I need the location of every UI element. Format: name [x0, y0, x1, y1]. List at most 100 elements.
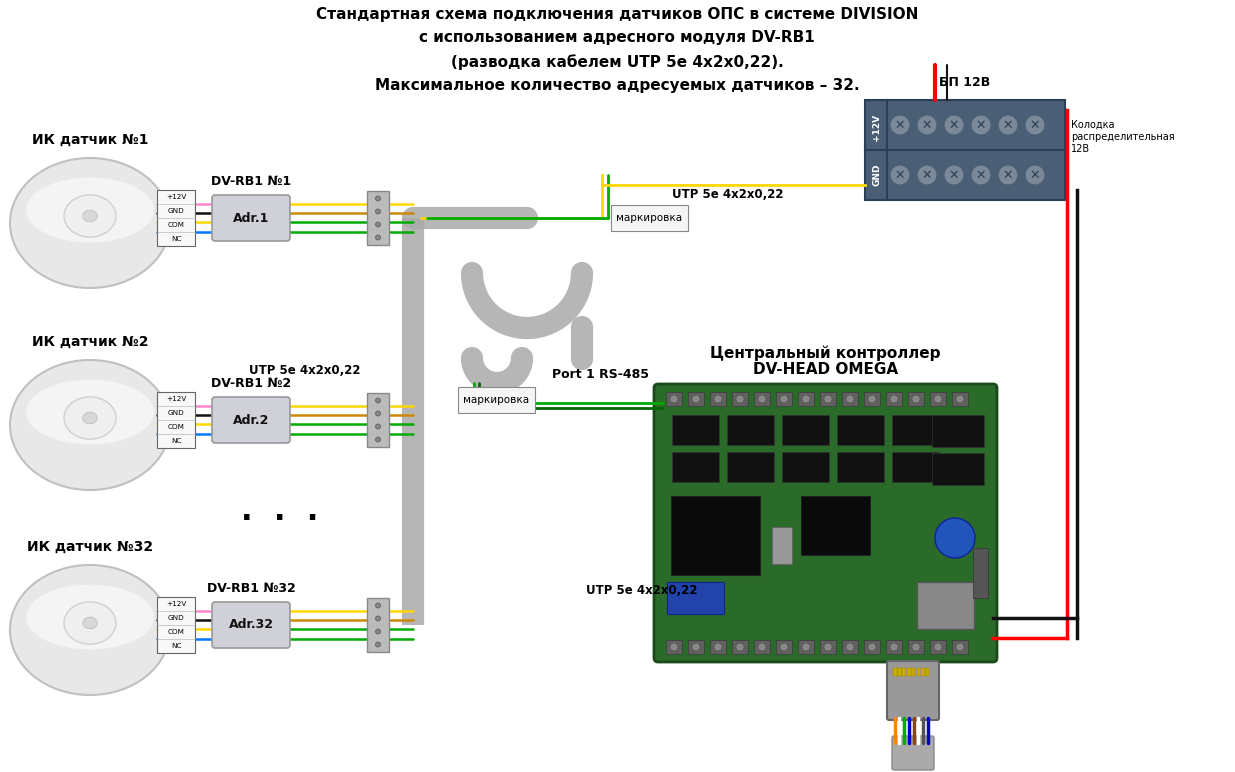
Text: +12V: +12V	[165, 601, 186, 607]
FancyBboxPatch shape	[367, 191, 389, 245]
Circle shape	[1025, 165, 1045, 185]
Ellipse shape	[64, 195, 116, 237]
Text: NC: NC	[170, 236, 182, 242]
FancyBboxPatch shape	[672, 415, 719, 445]
FancyBboxPatch shape	[157, 392, 195, 448]
FancyBboxPatch shape	[908, 640, 924, 654]
Circle shape	[971, 115, 990, 135]
Text: ИК датчик №2: ИК датчик №2	[32, 335, 148, 349]
FancyBboxPatch shape	[916, 668, 920, 676]
FancyBboxPatch shape	[688, 392, 704, 406]
Ellipse shape	[83, 210, 98, 222]
FancyBboxPatch shape	[842, 392, 858, 406]
FancyBboxPatch shape	[776, 640, 792, 654]
FancyBboxPatch shape	[885, 392, 902, 406]
Text: UTP 5e 4x2x0,22: UTP 5e 4x2x0,22	[249, 364, 361, 377]
Text: ✕: ✕	[894, 168, 905, 181]
Text: ✕: ✕	[921, 168, 932, 181]
FancyBboxPatch shape	[688, 640, 704, 654]
Circle shape	[736, 643, 743, 651]
Circle shape	[934, 643, 942, 651]
Ellipse shape	[83, 412, 98, 424]
FancyBboxPatch shape	[755, 640, 769, 654]
FancyBboxPatch shape	[458, 387, 535, 413]
Text: ✕: ✕	[894, 118, 905, 131]
FancyBboxPatch shape	[903, 668, 906, 676]
Circle shape	[375, 424, 380, 429]
Circle shape	[956, 643, 965, 651]
Circle shape	[375, 437, 380, 442]
Circle shape	[736, 395, 743, 403]
FancyBboxPatch shape	[973, 548, 988, 598]
Circle shape	[758, 395, 766, 403]
Circle shape	[998, 115, 1018, 135]
Text: COM: COM	[168, 222, 184, 228]
Circle shape	[714, 643, 722, 651]
Text: БП 12В: БП 12В	[940, 76, 990, 89]
Ellipse shape	[26, 584, 154, 649]
Circle shape	[802, 395, 810, 403]
FancyBboxPatch shape	[802, 496, 869, 555]
Text: Центральный контроллер: Центральный контроллер	[710, 345, 941, 361]
Circle shape	[375, 411, 380, 416]
FancyBboxPatch shape	[727, 452, 774, 482]
Circle shape	[890, 115, 910, 135]
FancyBboxPatch shape	[727, 415, 774, 445]
Text: GND: GND	[168, 208, 184, 214]
Circle shape	[956, 395, 965, 403]
Text: ✕: ✕	[1003, 118, 1013, 131]
FancyBboxPatch shape	[655, 384, 997, 662]
Ellipse shape	[26, 178, 154, 242]
Text: +12V: +12V	[872, 113, 882, 141]
FancyBboxPatch shape	[157, 597, 195, 653]
Text: COM: COM	[168, 424, 184, 430]
FancyBboxPatch shape	[611, 205, 688, 231]
Circle shape	[375, 196, 380, 201]
FancyBboxPatch shape	[842, 640, 858, 654]
Circle shape	[911, 643, 920, 651]
FancyBboxPatch shape	[772, 527, 792, 564]
Text: ИК датчик №32: ИК датчик №32	[27, 540, 153, 554]
FancyBboxPatch shape	[911, 668, 915, 676]
Text: ·  ·  ·: · · ·	[241, 506, 319, 534]
Text: маркировка: маркировка	[463, 395, 529, 405]
FancyBboxPatch shape	[952, 640, 968, 654]
Ellipse shape	[10, 360, 170, 490]
Text: +12V: +12V	[165, 396, 186, 402]
Circle shape	[846, 395, 853, 403]
Text: ✕: ✕	[976, 118, 987, 131]
FancyBboxPatch shape	[367, 393, 389, 447]
Text: NC: NC	[170, 438, 182, 444]
Text: 12В: 12В	[1071, 144, 1091, 154]
Circle shape	[781, 395, 788, 403]
Text: Стандартная схема подключения датчиков ОПС в системе DIVISION
с использованием а: Стандартная схема подключения датчиков О…	[316, 7, 918, 93]
Circle shape	[935, 518, 974, 558]
FancyBboxPatch shape	[864, 640, 881, 654]
FancyBboxPatch shape	[952, 392, 968, 406]
Circle shape	[971, 165, 990, 185]
Text: Adr.2: Adr.2	[233, 414, 269, 426]
Text: ✕: ✕	[1030, 168, 1040, 181]
FancyBboxPatch shape	[921, 668, 925, 676]
FancyBboxPatch shape	[926, 668, 930, 676]
Text: COM: COM	[168, 629, 184, 635]
Text: UTP 5e 4x2x0,22: UTP 5e 4x2x0,22	[672, 188, 783, 201]
FancyBboxPatch shape	[798, 640, 814, 654]
Circle shape	[824, 643, 832, 651]
Circle shape	[934, 395, 942, 403]
Text: Adr.32: Adr.32	[228, 618, 273, 631]
Circle shape	[781, 643, 788, 651]
Text: +12V: +12V	[165, 194, 186, 200]
Text: DV-RB1 №32: DV-RB1 №32	[206, 582, 295, 595]
Circle shape	[758, 643, 766, 651]
Circle shape	[868, 643, 876, 651]
Circle shape	[714, 395, 722, 403]
Text: NC: NC	[170, 643, 182, 649]
FancyBboxPatch shape	[755, 392, 769, 406]
FancyBboxPatch shape	[892, 415, 939, 445]
FancyBboxPatch shape	[667, 582, 724, 614]
FancyBboxPatch shape	[782, 415, 829, 445]
Circle shape	[890, 165, 910, 185]
FancyBboxPatch shape	[732, 640, 748, 654]
Circle shape	[671, 643, 678, 651]
